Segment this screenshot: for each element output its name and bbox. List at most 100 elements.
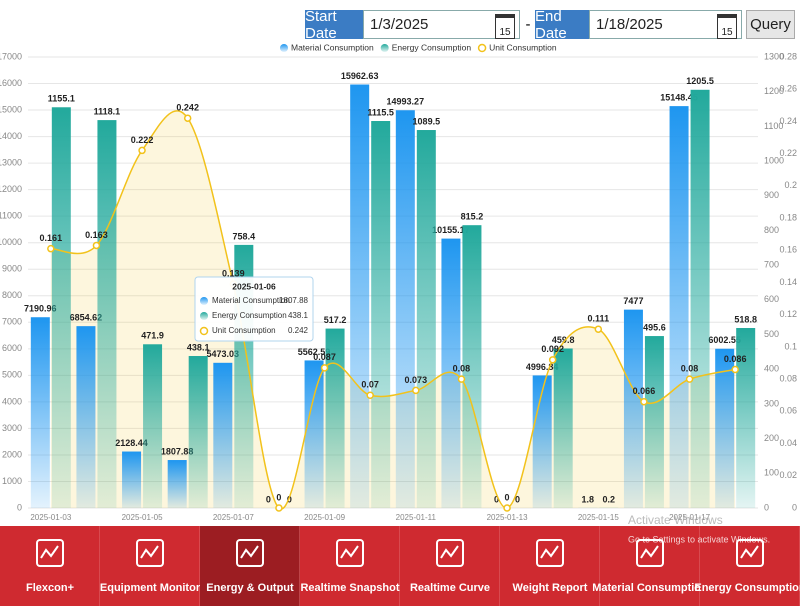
value-label: 0.2 (603, 494, 616, 504)
bar (167, 460, 187, 508)
x-tick-label: 2025-01-05 (122, 513, 163, 522)
value-label: 0.066 (633, 386, 656, 396)
y2-tick-label: 200 (764, 433, 779, 443)
start-input[interactable]: 1/3/2025 15 (363, 10, 520, 39)
legend-label: Unit Consumption (489, 42, 557, 52)
bar (213, 362, 233, 508)
bar (143, 344, 163, 508)
bar (690, 89, 710, 508)
calendar-icon[interactable]: 15 (495, 14, 515, 39)
tooltip-name: Energy Consumption (212, 311, 287, 320)
value-label: 1155.1 (48, 94, 75, 104)
nav-icon-detail (640, 545, 659, 559)
end-value: 1/18/2025 (596, 16, 663, 33)
bar (325, 328, 345, 508)
nav-icon (136, 539, 164, 567)
nav-label[interactable]: Equipment Monitor (100, 582, 201, 594)
value-label: 0.222 (131, 135, 154, 145)
y3-tick-label: 0.12 (779, 309, 797, 319)
value-label: 15962.63 (341, 71, 379, 81)
line-point (229, 280, 238, 288)
tooltip-marker (199, 326, 209, 336)
value-label: 0.161 (40, 233, 63, 243)
value-label: 7190.96 (24, 304, 57, 314)
nav-icon-detail (740, 545, 759, 559)
bar (623, 309, 643, 508)
bar (441, 238, 461, 509)
watermark-text: Go to Settings to activate Windows. (628, 534, 770, 544)
tooltip-value: 438.1 (288, 311, 309, 320)
nav-label[interactable]: Energy & Output (206, 582, 294, 594)
nav-icon-detail (440, 545, 459, 559)
value-label: 1807.88 (161, 446, 194, 456)
value-label: 815.2 (461, 212, 484, 222)
y2-tick-label: 800 (764, 225, 779, 235)
nav-icon-detail (340, 545, 359, 559)
nav-label[interactable]: Energy Consumption (694, 582, 800, 594)
value-label: 0 (287, 494, 292, 504)
bar (97, 120, 117, 508)
value-label: 1.8 (582, 494, 595, 504)
legend-label: Material Consumption (291, 42, 374, 52)
x-tick-label: 2025-01-03 (30, 513, 71, 522)
legend-marker (280, 44, 288, 52)
nav-icon-detail (140, 545, 159, 559)
y3-tick-label: 0.16 (779, 245, 797, 255)
y-tick-label: 0 (17, 502, 22, 512)
value-label: 15148.45 (660, 92, 698, 102)
y2-tick-label: 900 (764, 190, 779, 200)
bar (371, 121, 391, 508)
line-point (138, 146, 146, 155)
bar (51, 107, 71, 508)
value-label: 0.111 (588, 314, 610, 324)
end-label: End Date (535, 8, 589, 42)
line-point (275, 504, 283, 512)
tooltip-marker (200, 297, 208, 305)
y3-tick-label: 0.18 (779, 212, 797, 222)
bar (122, 451, 142, 508)
nav-label[interactable]: Realtime Snapshot (300, 582, 399, 594)
y3-tick-label: 0.22 (779, 148, 797, 158)
chart: 0100020003000400050006000700080009000100… (0, 42, 797, 526)
y2-tick-label: 0 (764, 502, 769, 512)
y3-tick-label: 0.14 (779, 277, 797, 287)
nav-label[interactable]: Realtime Curve (410, 582, 490, 594)
nav-icon (536, 539, 564, 567)
nav-label[interactable]: Weight Report (513, 582, 588, 594)
value-label: 6854.62 (70, 313, 103, 323)
nav-label[interactable]: Flexcon+ (26, 582, 74, 594)
value-label: 438.1 (187, 342, 210, 352)
value-label: 459.8 (552, 335, 575, 345)
value-label: 0.07 (361, 380, 379, 390)
nav-label[interactable]: Material Consumption (592, 582, 708, 594)
y3-tick-label: 0.28 (779, 51, 797, 61)
y3-tick-label: 0.06 (779, 406, 797, 416)
end-input[interactable]: 1/18/2025 15 (589, 10, 742, 39)
value-label: 1089.5 (413, 116, 441, 126)
x-tick-label: 2025-01-07 (213, 513, 254, 522)
y-tick-label: 1000 (2, 476, 22, 486)
bar (395, 110, 415, 508)
y3-tick-label: 0.2 (784, 180, 797, 190)
line-point (685, 375, 694, 383)
y3-tick-label: 0.24 (779, 116, 797, 126)
bar (669, 106, 689, 508)
bar (462, 225, 482, 509)
line-point (47, 244, 55, 253)
value-label: 0 (515, 494, 520, 504)
nav-icon (436, 539, 464, 567)
y-tick-label: 5000 (2, 370, 22, 380)
nav-icon (736, 539, 764, 567)
y2-tick-label: 500 (764, 329, 779, 339)
tooltip-name: Material Consumption (212, 296, 290, 305)
bar (553, 348, 573, 508)
value-label: 517.2 (324, 315, 347, 325)
nav-icon (236, 539, 264, 567)
y-tick-label: 6000 (2, 343, 22, 353)
line-point (92, 241, 101, 250)
y3-tick-label: 0 (792, 502, 797, 512)
calendar-icon[interactable]: 15 (717, 14, 737, 39)
query-button[interactable]: Query (746, 10, 795, 39)
nav-icon (36, 539, 64, 567)
bar (715, 348, 735, 508)
